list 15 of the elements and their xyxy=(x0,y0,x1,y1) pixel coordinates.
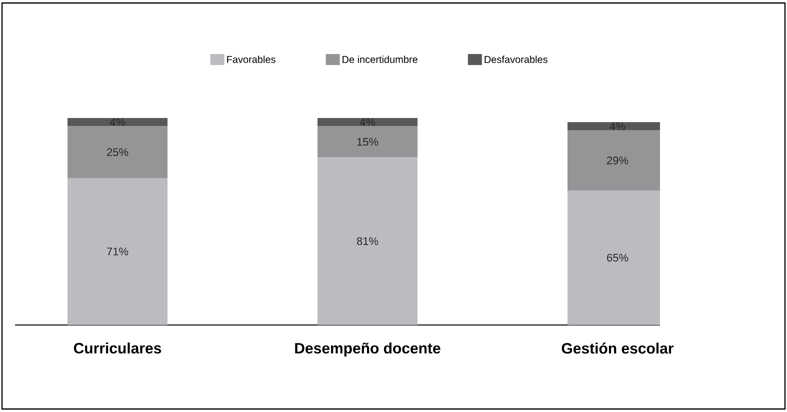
bar xyxy=(68,178,168,325)
data-label: 29% xyxy=(607,156,628,164)
legend-label: Desfavorables xyxy=(484,56,548,63)
legend-label: De incertidumbre xyxy=(342,56,418,63)
x-tick-label: Gestión escolar xyxy=(562,342,674,354)
data-label: 81% xyxy=(356,237,378,246)
data-label: 25% xyxy=(107,148,128,156)
bar xyxy=(68,126,168,178)
data-label: 65% xyxy=(607,254,628,262)
legend-label: Favorables xyxy=(227,56,276,63)
x-tick-label: Desempeño docente xyxy=(295,342,440,356)
bar xyxy=(68,118,168,126)
data-label: 15% xyxy=(357,138,378,146)
data-label: 71% xyxy=(107,248,128,256)
x-tick-label: Curriculares xyxy=(74,342,162,354)
